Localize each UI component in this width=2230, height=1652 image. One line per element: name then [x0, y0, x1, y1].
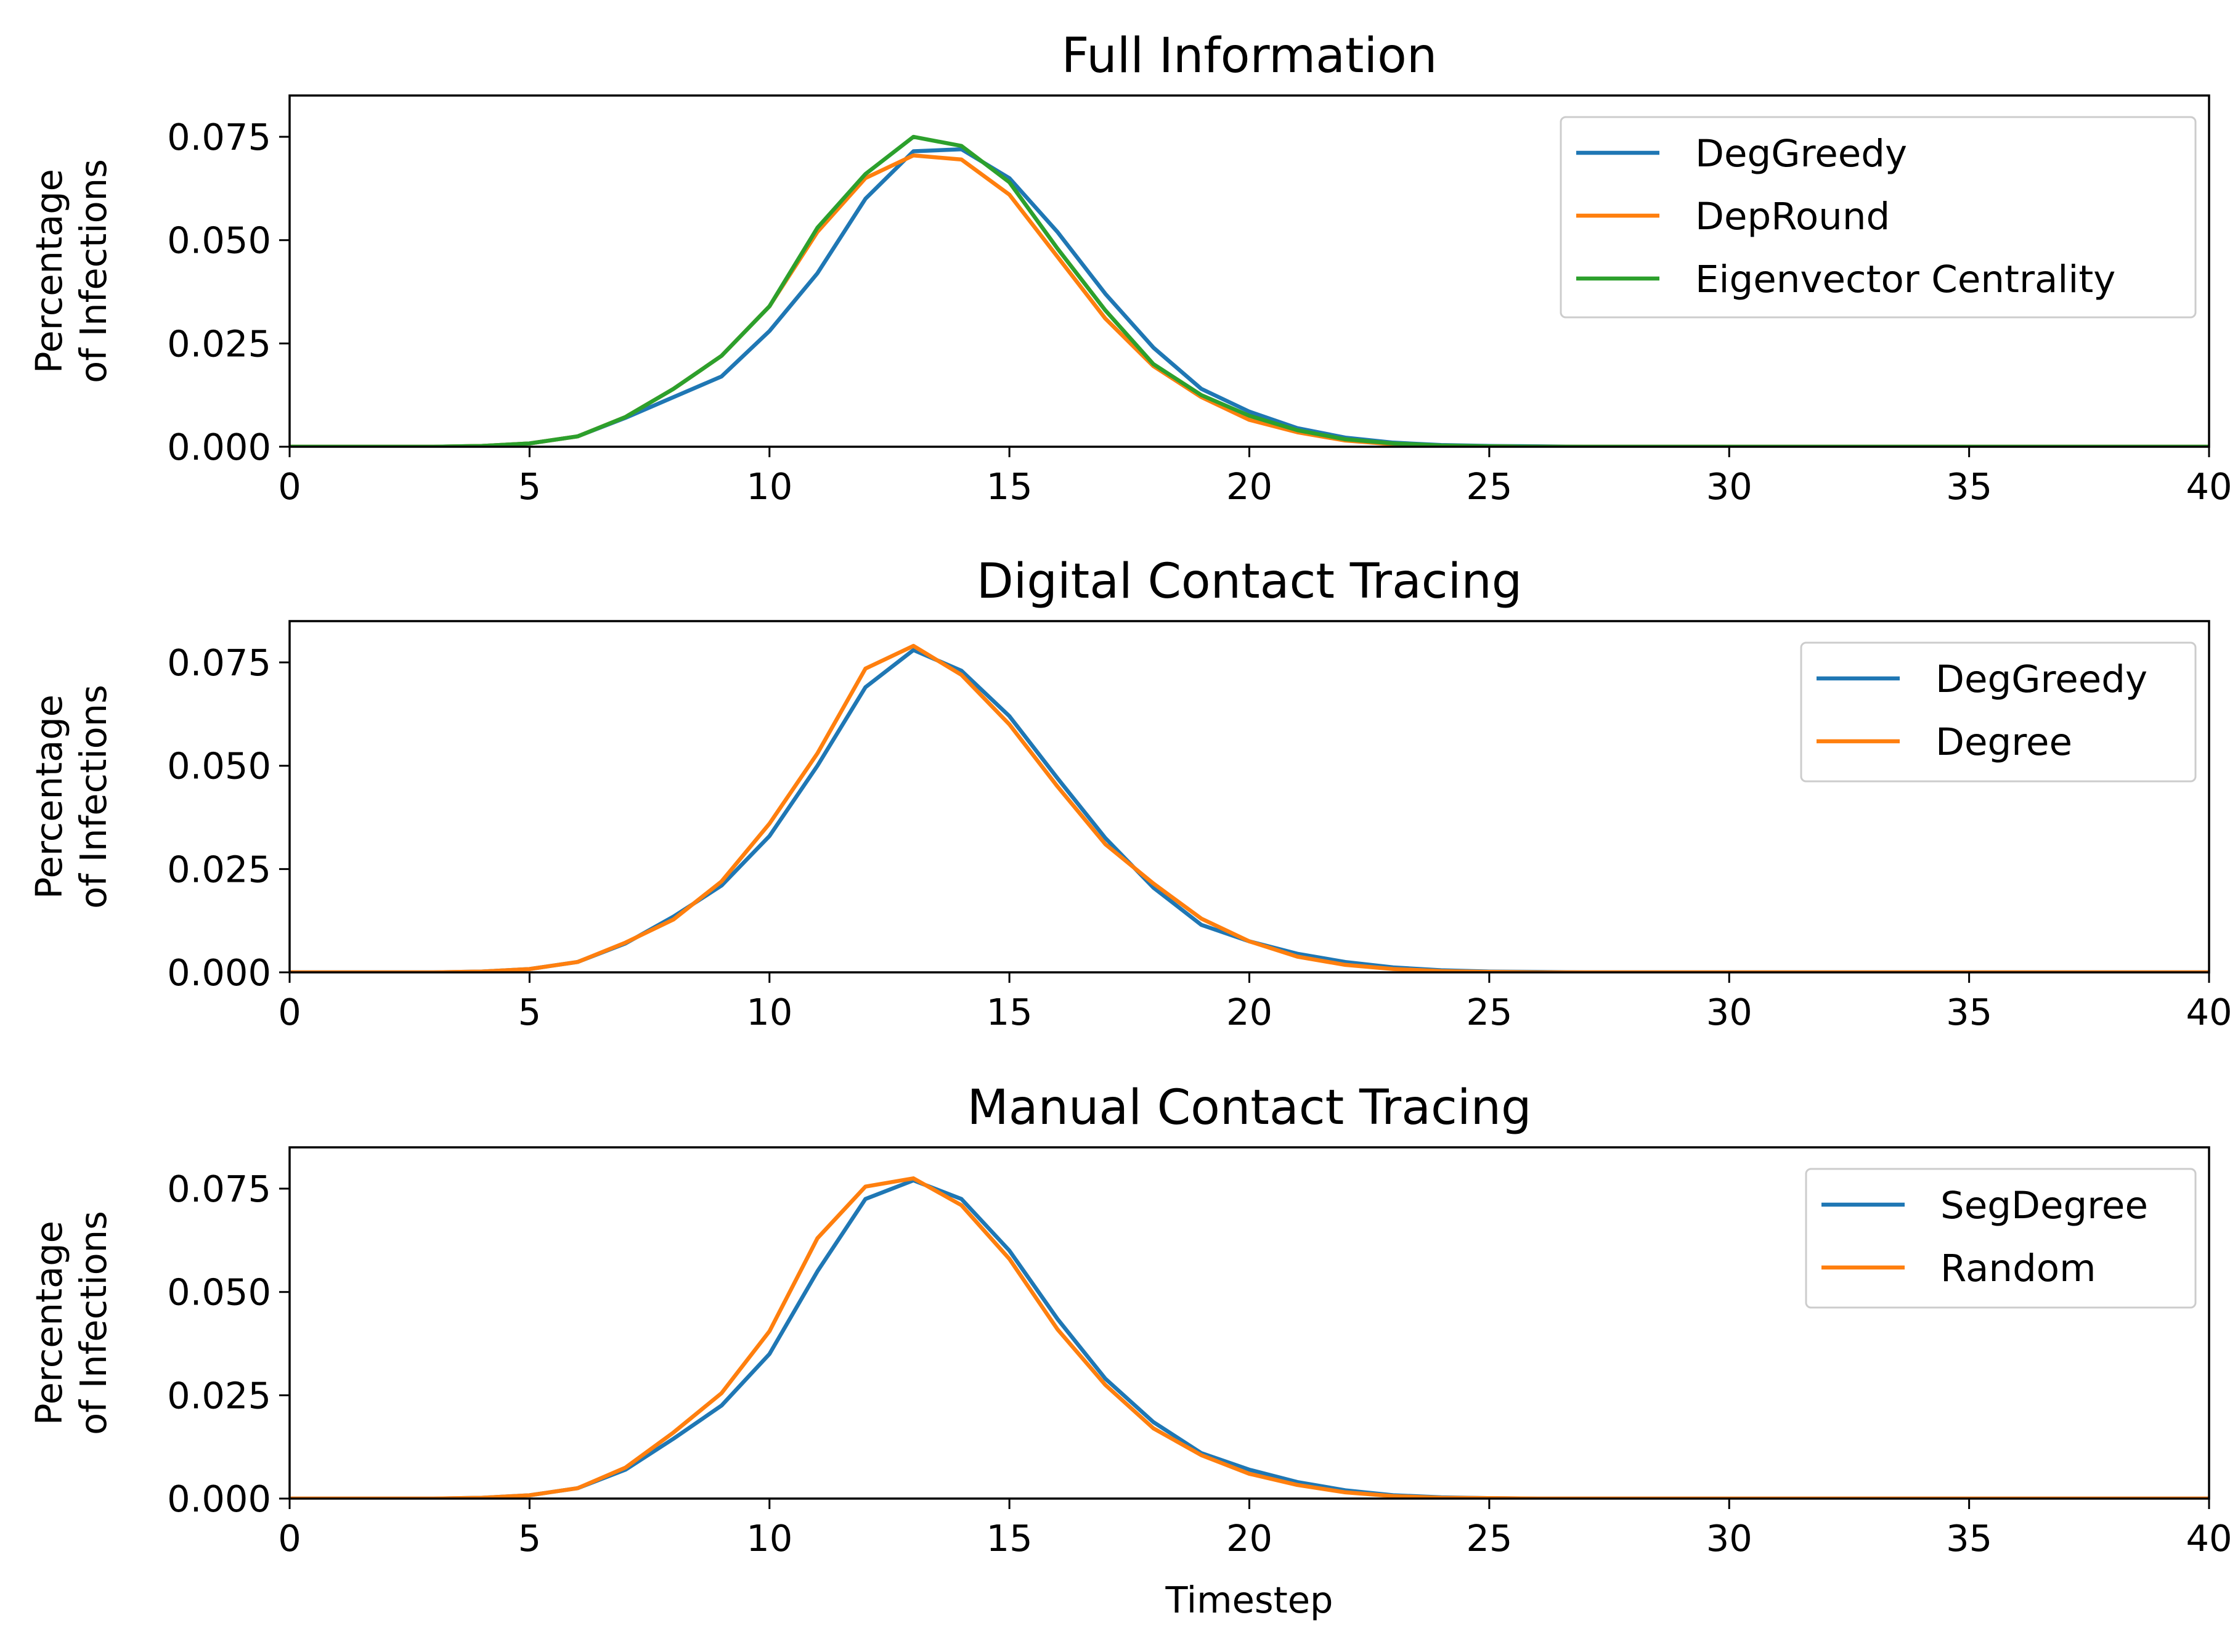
- panel-1-y-tick-label: 0.050: [167, 219, 271, 262]
- panel-2-legend-label: DegGreedy: [1935, 657, 2147, 701]
- panel-2-legend-label: Degree: [1935, 720, 2072, 764]
- panel-3-x-tick-label: 10: [746, 1517, 792, 1560]
- panel-3-x-tick-label: 25: [1466, 1517, 1512, 1560]
- panel-3-y-tick-label: 0.050: [167, 1271, 271, 1314]
- panel-3-y-tick-label: 0.075: [167, 1168, 271, 1210]
- panel-3-legend: SegDegree Random: [1805, 1168, 2197, 1309]
- panel-3-x-tick-label: 15: [987, 1517, 1033, 1560]
- panel-3-y-tick-label: 0.000: [167, 1478, 271, 1520]
- panel-2-y-tick-label: 0.000: [167, 951, 271, 994]
- panel-2-x-tick-label: 25: [1466, 991, 1512, 1033]
- panel-2-x-tick-label: 35: [1946, 991, 1992, 1033]
- panel-1-x-tick-label: 15: [987, 465, 1033, 508]
- panel-2-x-tick-label: 20: [1226, 991, 1272, 1033]
- panel-2-x-tick-label: 10: [746, 991, 792, 1033]
- panel-1-legend-label: DepRound: [1695, 195, 1890, 238]
- panel-1-legend: DegGreedy DepRound Eigenvector Centrality: [1560, 116, 2197, 319]
- panel-2-y-axis-label: Percentage: [28, 694, 70, 899]
- panel-3-y-axis-label: Percentage: [28, 1221, 70, 1425]
- panel-1-y-axis-label: Percentage: [28, 169, 70, 373]
- panel-3: Manual Contact Tracing 0 5 10 15 20 25 30 35 40 0.…: [28, 1080, 2230, 1621]
- panel-2-x-tick-label: 30: [1706, 991, 1752, 1033]
- panel-2-x-tick-label: 15: [987, 991, 1033, 1033]
- panel-2-x-tick-label: 40: [2186, 991, 2230, 1033]
- panel-2-legend: DegGreedy Degree: [1800, 641, 2197, 783]
- panel-3-y-tick-label: 0.025: [167, 1374, 271, 1417]
- panel-3-x-axis-label: Timestep: [1165, 1579, 1333, 1621]
- panel-3-x-tick-label: 30: [1706, 1517, 1752, 1560]
- panel-2: Digital Contact Tracing 0 5 10 15 20 25 30 35 40 0…: [28, 554, 2230, 1033]
- panel-3-series-random-line: [290, 1176, 2209, 1499]
- panel-3-legend-label: Random: [1940, 1247, 2096, 1290]
- panel-3-x-tick-label: 20: [1226, 1517, 1272, 1560]
- panel-1-series-eigenvector-centrality-line: [290, 134, 2209, 447]
- panel-1-legend-label: Eigenvector Centrality: [1695, 258, 2115, 301]
- panel-1-y-tick-label: 0.075: [167, 116, 271, 158]
- panel-1-x-tick-label: 25: [1466, 465, 1512, 508]
- panel-1-y-tick-label: 0.025: [167, 322, 271, 365]
- panel-2-y-tick-label: 0.050: [167, 745, 271, 787]
- panel-3-x-tick-label: 0: [278, 1517, 301, 1560]
- panel-1-x-tick-label: 10: [746, 465, 792, 508]
- panel-1-legend-label: DegGreedy: [1695, 132, 1907, 176]
- panel-2-series-degree-line: [290, 643, 2209, 972]
- panel-3-y-axis-label: of Infections: [72, 1211, 115, 1435]
- panel-1-x-tick-label: 40: [2186, 465, 2230, 508]
- panel-2-y-tick-label: 0.025: [167, 848, 271, 890]
- panel-1-x-tick-label: 35: [1946, 465, 1992, 508]
- panel-2-title: Digital Contact Tracing: [977, 554, 1523, 609]
- panel-1-y-tick-label: 0.000: [167, 426, 271, 468]
- panel-3-x-tick-label: 5: [518, 1517, 542, 1560]
- panel-1-y-axis-label: of Infections: [72, 159, 115, 383]
- panel-1-x-tick-label: 20: [1226, 465, 1272, 508]
- panel-3-x-tick-label: 35: [1946, 1517, 1992, 1560]
- panel-2-x-tick-label: 0: [278, 991, 301, 1033]
- panel-1-title: Full Information: [1062, 28, 1438, 84]
- panel-3-title: Manual Contact Tracing: [967, 1080, 1531, 1136]
- panel-1-legend-box: [1560, 116, 2197, 319]
- panel-2-y-axis-label: of Infections: [72, 685, 115, 909]
- panel-1-x-tick-label: 0: [278, 465, 301, 508]
- panel-1-x-tick-label: 5: [518, 465, 542, 508]
- panel-1: Full Information 0 5 10 15 20 25 30 35 40 0.000 0.0…: [28, 28, 2230, 508]
- panel-1-x-tick-label: 30: [1706, 465, 1752, 508]
- panel-2-x-tick-label: 5: [518, 991, 542, 1033]
- panel-2-y-tick-label: 0.075: [167, 641, 271, 684]
- panel-3-legend-label: SegDegree: [1940, 1184, 2148, 1227]
- panel-3-x-tick-label: 40: [2186, 1517, 2230, 1560]
